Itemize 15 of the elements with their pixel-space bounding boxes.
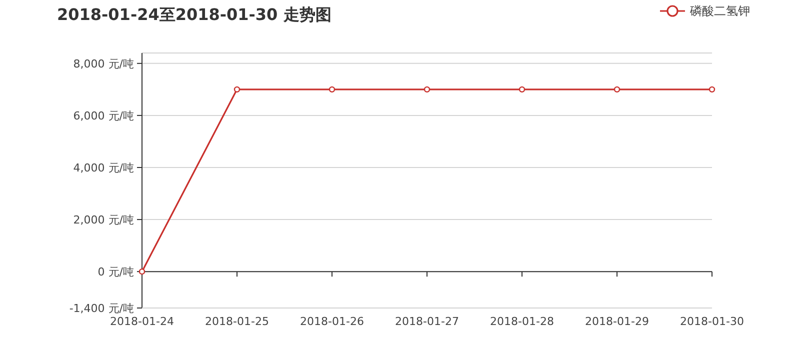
y-tick-label: 2,000 元/吨 [73,214,134,227]
x-tick-label: 2018-01-28 [490,315,554,328]
legend-label: 磷酸二氢钾 [689,4,750,18]
chart-title: 2018-01-24至2018-01-30 走势图 [57,5,332,24]
y-tick-label: 4,000 元/吨 [73,161,134,174]
y-tick-label: 8,000 元/吨 [73,57,134,70]
x-tick-label: 2018-01-29 [585,315,649,328]
y-tick-label: -1,400 元/吨 [69,302,134,315]
y-tick-label: 6,000 元/吨 [73,109,134,122]
x-tick-label: 2018-01-27 [395,315,459,328]
x-tick-label: 2018-01-26 [300,315,364,328]
x-tick-label: 2018-01-30 [680,315,744,328]
x-tick-label: 2018-01-25 [205,315,269,328]
y-tick-label: 0 元/吨 [98,266,134,279]
x-tick-label: 2018-01-24 [110,315,174,328]
